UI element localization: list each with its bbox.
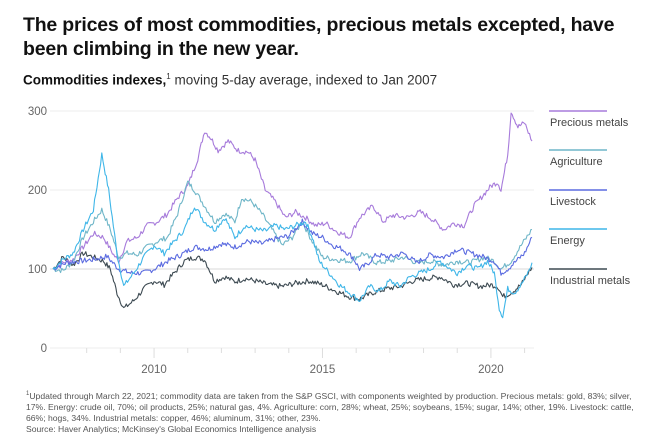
source-text: Source: Haver Analytics; McKinsey's Glob… bbox=[26, 423, 317, 434]
legend-label: Energy bbox=[550, 235, 585, 247]
series-line-energy bbox=[52, 152, 533, 319]
axes: 0 100 200 300 2010 2015 2020 bbox=[28, 106, 526, 376]
series-line-precious-metals bbox=[52, 112, 533, 271]
series-line-livestock bbox=[52, 218, 533, 276]
y-tick-label: 0 bbox=[41, 343, 47, 355]
subtitle-footnote-ref: 1 bbox=[166, 72, 171, 81]
chart-title: The prices of most commodities, precious… bbox=[23, 14, 615, 60]
series-line-industrial-metals bbox=[52, 251, 533, 309]
legend-label: Precious metals bbox=[550, 117, 629, 129]
subtitle-rest: moving 5-day average, indexed to Jan 200… bbox=[170, 72, 438, 88]
legend: Precious metals Agriculture Livestock Energ… bbox=[549, 110, 631, 287]
subtitle-bold: Commodities indexes, bbox=[23, 72, 167, 88]
y-tick-label: 300 bbox=[28, 106, 47, 118]
legend-label: Livestock bbox=[550, 196, 596, 208]
x-tick-label: 2010 bbox=[141, 364, 167, 376]
series-lines bbox=[52, 112, 533, 319]
grid-lines bbox=[50, 110, 534, 349]
y-tick-label: 100 bbox=[28, 264, 47, 276]
x-tick-label: 2020 bbox=[478, 364, 504, 376]
legend-label: Agriculture bbox=[550, 156, 603, 168]
legend-label: Industrial metals bbox=[550, 275, 631, 287]
footnote-marker: 1 bbox=[26, 391, 30, 397]
footnote: 1Updated through March 22, 2021; commodi… bbox=[26, 389, 646, 435]
y-tick-label: 200 bbox=[28, 185, 47, 197]
series-line-agriculture bbox=[52, 180, 533, 274]
footnote-text: 1Updated through March 22, 2021; commodi… bbox=[26, 389, 646, 424]
x-tick-label: 2015 bbox=[310, 364, 336, 376]
footnote-body: Updated through March 22, 2021; commodit… bbox=[26, 390, 634, 423]
chart-subtitle: Commodities indexes,1 moving 5-day avera… bbox=[23, 72, 437, 88]
